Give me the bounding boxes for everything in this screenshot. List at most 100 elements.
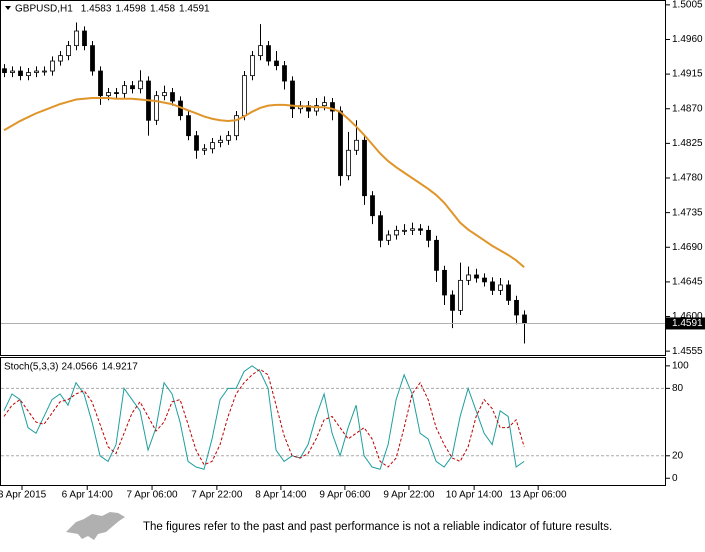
y-tick-label: 1.4960 (672, 34, 703, 45)
candle-body (386, 234, 391, 241)
candle-body (82, 30, 87, 47)
y-tick-label: 1.4825 (672, 138, 703, 149)
stoch-panel-frame (0, 357, 666, 486)
last-price-box (666, 317, 705, 330)
collapse-arrow[interactable] (5, 6, 11, 10)
candle-body (138, 80, 143, 90)
x-tick-label: 9 Apr 06:00 (319, 490, 371, 501)
y-tick-label: 0 (672, 473, 678, 484)
candle-body (170, 92, 175, 102)
x-tick-label: 8 Apr 14:00 (255, 490, 307, 501)
moving-average (3, 96, 525, 269)
candle-body (90, 45, 95, 72)
candle-body (226, 135, 231, 141)
x-tick-label: 7 Apr 22:00 (191, 490, 243, 501)
candle-body (202, 148, 207, 151)
candle-body (434, 239, 439, 271)
candle-body (50, 60, 55, 72)
candle-body (378, 215, 383, 241)
stoch-header: Stoch(5,3,3) 24.0566 14.9217 (4, 362, 138, 373)
candle-body (162, 92, 167, 97)
candle-body (370, 195, 375, 217)
candle-body (362, 139, 367, 197)
stoch-line (3, 368, 525, 468)
candle-body (98, 70, 103, 97)
candle-body (106, 92, 111, 97)
symbol-title: GBPUSD,H1 (15, 4, 73, 15)
candle-body (234, 115, 239, 137)
candle-body (426, 229, 431, 241)
header-value: 1.4583 (81, 4, 112, 15)
y-tick-label: 1.4915 (672, 69, 703, 80)
candle-body (130, 85, 135, 90)
candle-body (250, 55, 255, 77)
stoch-value: 24.0566 (61, 362, 98, 373)
candle-body (394, 229, 399, 236)
stoch-line (3, 365, 525, 470)
y-tick-label: 1.4870 (672, 103, 703, 114)
candle-body (74, 30, 79, 47)
candle-body (522, 314, 527, 324)
candle-body (242, 75, 247, 117)
candle-body (450, 294, 455, 311)
candle-body (442, 269, 447, 296)
candle-body (2, 68, 7, 73)
candle-body (26, 72, 31, 77)
candle-body (490, 281, 495, 291)
candle-body (402, 229, 407, 232)
header-value: 1.4598 (115, 4, 146, 15)
candle-body (194, 135, 199, 151)
disclaimer: The figures refer to the past and past p… (143, 521, 612, 533)
stoch-title: Stoch(5,3,3) (4, 362, 58, 373)
candle-body (322, 102, 327, 107)
y-tick-label: 80 (672, 383, 684, 394)
candle-body (474, 274, 479, 279)
y-tick-label: 1.4780 (672, 173, 703, 184)
candle-body (34, 70, 39, 73)
candle-body (498, 284, 503, 291)
candle-body (330, 102, 335, 112)
candle-body (410, 228, 415, 231)
candle-body (266, 45, 271, 62)
y-tick-label: 1.4690 (672, 242, 703, 253)
candle-body (154, 95, 159, 121)
candle-body (114, 92, 119, 94)
header-value: 1.458 (150, 4, 175, 15)
bull-logo (66, 512, 125, 540)
candle-body (482, 277, 487, 283)
candle-body (274, 60, 279, 67)
candle-body (314, 105, 319, 112)
y-tick-label: 1.4735 (672, 207, 703, 218)
y-tick-label: 1.4555 (672, 346, 703, 357)
y-tick-label: 100 (672, 361, 689, 372)
candle-body (10, 70, 15, 73)
logo (66, 512, 125, 540)
candle-body (514, 299, 519, 316)
x-tick-label: 7 Apr 06:00 (126, 490, 178, 501)
y-tick-label: 20 (672, 450, 684, 461)
candle-body (218, 139, 223, 144)
candle-body (66, 45, 71, 57)
y-tick-label: 1.5005 (672, 0, 703, 10)
x-tick-label: 6 Apr 14:00 (62, 490, 114, 501)
x-tick-label: 9 Apr 22:00 (383, 490, 435, 501)
x-tick-label: 13 Apr 06:00 (510, 490, 567, 501)
candle-body (290, 80, 295, 110)
candle-body (346, 149, 351, 177)
stoch-value: 14.9217 (102, 362, 139, 373)
y-tick-label: 1.4600 (672, 311, 703, 322)
candle-body (506, 284, 511, 301)
last-price-label: 1.4591 (672, 318, 703, 329)
candle-body (122, 85, 127, 94)
candle-body (354, 139, 359, 151)
candle-body (18, 70, 23, 77)
y-tick-label: 1.4645 (672, 277, 703, 288)
x-tick-label: 3 Apr 2015 (0, 490, 47, 501)
candle-body (418, 228, 423, 231)
candle-body (186, 115, 191, 137)
price-panel-frame (0, 0, 666, 356)
candle-body (466, 274, 471, 281)
candle-body (282, 65, 287, 82)
